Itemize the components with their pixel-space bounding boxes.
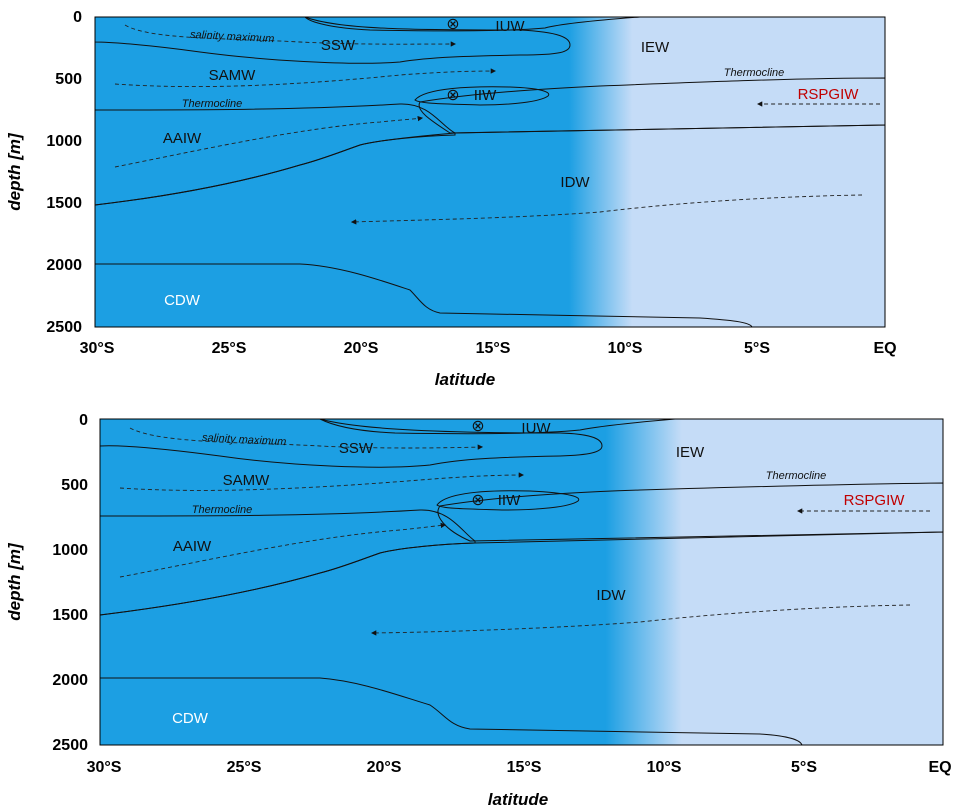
y-tick: 1000 — [52, 542, 88, 559]
y-tick: 2500 — [46, 319, 82, 336]
label-iuw: IUW — [521, 420, 551, 437]
x-tick: EQ — [873, 340, 896, 357]
idw-region — [94, 124, 886, 328]
label-samw: SAMW — [209, 67, 257, 84]
label-idw: IDW — [560, 174, 590, 191]
x-tick: 10°S — [647, 759, 682, 776]
x-tick: 25°S — [227, 759, 262, 776]
panel-bottom: ⊗ IUW salinity maximum SSW IEW SAMW Ther… — [5, 412, 952, 809]
y-axis-label: depth [m] — [5, 542, 24, 621]
idw-arrow — [350, 194, 863, 225]
x-tick: 20°S — [367, 759, 402, 776]
y-axis-label: depth [m] — [5, 132, 24, 211]
label-aaiw: AAIW — [163, 130, 202, 147]
cross-symbol-iiw: ⊗ — [471, 492, 484, 509]
plot-frame — [94, 16, 886, 328]
y-tick: 1000 — [46, 133, 82, 150]
iew-region — [100, 419, 943, 745]
y-axis-bottom: 0 500 1000 1500 2000 2500 depth [m] — [5, 412, 88, 754]
cdw-region — [94, 263, 753, 328]
label-idw: IDW — [596, 587, 626, 604]
x-tick: EQ — [928, 759, 951, 776]
ssw-region — [94, 16, 571, 64]
label-thermocline-lower: Thermocline — [192, 504, 253, 516]
salinity-arrow — [124, 24, 457, 47]
label-ssw: SSW — [339, 440, 374, 457]
y-tick: 1500 — [52, 607, 88, 624]
x-tick: 5°S — [791, 759, 817, 776]
cross-symbol: ⊗ — [471, 418, 484, 435]
y-axis-top: 0 500 1000 1500 2000 2500 depth [m] — [5, 9, 82, 336]
iuw-region — [319, 418, 676, 435]
iuw-region — [303, 16, 641, 32]
y-tick: 0 — [73, 9, 82, 26]
label-thermocline-upper: Thermocline — [724, 67, 785, 79]
label-salinity-maximum: salinity maximum — [202, 432, 287, 448]
samw-arrow — [119, 472, 525, 491]
aaiw-arrow — [119, 522, 447, 578]
x-axis-label: latitude — [435, 370, 495, 389]
label-aaiw: AAIW — [173, 538, 212, 555]
iiw-region — [414, 86, 550, 106]
idw-region — [99, 531, 944, 746]
y-tick: 500 — [55, 71, 82, 88]
thermocline-region — [437, 482, 944, 542]
x-tick: 15°S — [476, 340, 511, 357]
idw-arrow — [370, 604, 911, 636]
label-thermocline-lower: Thermocline — [182, 98, 243, 110]
y-tick: 2000 — [46, 257, 82, 274]
plot-area-bottom: ⊗ IUW salinity maximum SSW IEW SAMW Ther… — [99, 418, 944, 746]
label-thermocline-upper: Thermocline — [766, 470, 827, 482]
plot-area-top: ⊗ IUW salinity maximum SSW IEW SAMW Ther… — [94, 16, 886, 328]
x-tick: 30°S — [87, 759, 122, 776]
label-iew: IEW — [641, 39, 670, 56]
label-cdw: CDW — [172, 710, 209, 727]
x-tick: 15°S — [507, 759, 542, 776]
aaiw-arrow — [114, 115, 424, 168]
y-tick: 1500 — [46, 195, 82, 212]
x-axis-label: latitude — [488, 790, 548, 809]
panel-top: ⊗ IUW salinity maximum SSW IEW SAMW Ther… — [5, 9, 897, 389]
x-axis-bottom: 30°S 25°S 20°S 15°S 10°S 5°S EQ latitude — [87, 759, 952, 809]
cdw-region — [99, 677, 803, 746]
cross-symbol-iiw: ⊗ — [446, 87, 459, 104]
label-rspgiw: RSPGIW — [798, 86, 860, 103]
label-salinity-maximum: salinity maximum — [190, 29, 275, 45]
y-tick: 500 — [61, 477, 88, 494]
label-iiw: IIW — [498, 492, 521, 509]
thermocline-region — [418, 77, 886, 134]
iiw-region — [436, 490, 580, 511]
label-iuw: IUW — [495, 18, 525, 35]
x-tick: 5°S — [744, 340, 770, 357]
label-samw: SAMW — [223, 472, 271, 489]
x-axis-top: 30°S 25°S 20°S 15°S 10°S 5°S EQ latitude — [80, 340, 897, 389]
label-rspgiw: RSPGIW — [844, 492, 906, 509]
samw-arrow — [114, 68, 497, 88]
ssw-region — [99, 418, 603, 468]
plot-frame — [99, 418, 944, 746]
label-cdw: CDW — [164, 292, 201, 309]
salinity-arrow — [129, 427, 484, 450]
x-tick: 20°S — [344, 340, 379, 357]
y-tick: 0 — [79, 412, 88, 429]
label-ssw: SSW — [321, 37, 356, 54]
y-tick: 2000 — [52, 672, 88, 689]
x-tick: 25°S — [212, 340, 247, 357]
cross-symbol: ⊗ — [446, 16, 459, 33]
y-tick: 2500 — [52, 737, 88, 754]
label-iew: IEW — [676, 444, 705, 461]
iew-region — [95, 17, 885, 327]
label-iiw: IIW — [474, 87, 497, 104]
x-tick: 30°S — [80, 340, 115, 357]
x-tick: 10°S — [608, 340, 643, 357]
